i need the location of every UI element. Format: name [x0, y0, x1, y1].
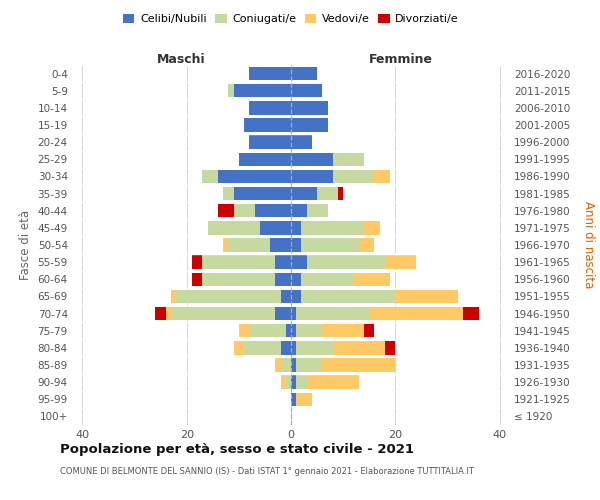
Bar — [296, 341, 333, 354]
Bar — [338, 187, 343, 200]
Bar — [291, 84, 322, 98]
Bar — [333, 170, 374, 183]
Bar — [301, 272, 353, 286]
Bar — [291, 118, 328, 132]
Bar — [218, 204, 233, 218]
Bar — [307, 376, 359, 389]
Bar — [296, 392, 312, 406]
Bar — [301, 290, 395, 303]
Bar — [296, 324, 322, 338]
Bar — [192, 272, 202, 286]
Bar — [291, 341, 296, 354]
Bar — [281, 358, 291, 372]
Bar — [291, 256, 307, 269]
Bar — [176, 290, 281, 303]
Bar — [291, 187, 317, 200]
Bar — [244, 118, 291, 132]
Bar — [291, 290, 301, 303]
Bar — [364, 324, 374, 338]
Bar — [291, 67, 317, 80]
Bar — [307, 204, 328, 218]
Bar — [239, 324, 249, 338]
Bar — [281, 290, 291, 303]
Bar — [333, 152, 364, 166]
Bar — [218, 170, 291, 183]
Bar — [229, 238, 270, 252]
Bar — [291, 376, 296, 389]
Bar — [291, 152, 333, 166]
Bar — [333, 341, 385, 354]
Bar — [229, 84, 233, 98]
Bar — [291, 238, 301, 252]
Bar — [364, 221, 380, 234]
Bar — [223, 238, 229, 252]
Bar — [291, 170, 333, 183]
Bar — [385, 256, 416, 269]
Bar — [281, 341, 291, 354]
Bar — [275, 256, 291, 269]
Bar — [233, 84, 291, 98]
Bar — [296, 358, 322, 372]
Bar — [223, 187, 233, 200]
Bar — [233, 341, 244, 354]
Bar — [291, 136, 312, 149]
Bar — [155, 307, 166, 320]
Bar — [233, 187, 291, 200]
Y-axis label: Anni di nascita: Anni di nascita — [582, 202, 595, 288]
Text: COMUNE DI BELMONTE DEL SANNIO (IS) - Dati ISTAT 1° gennaio 2021 - Elaborazione T: COMUNE DI BELMONTE DEL SANNIO (IS) - Dat… — [60, 468, 474, 476]
Bar — [202, 256, 275, 269]
Bar — [233, 204, 254, 218]
Bar — [171, 307, 275, 320]
Bar — [291, 307, 296, 320]
Text: Femmine: Femmine — [368, 53, 433, 66]
Bar — [369, 307, 463, 320]
Bar — [359, 238, 374, 252]
Bar — [286, 324, 291, 338]
Bar — [291, 221, 301, 234]
Bar — [281, 376, 286, 389]
Bar — [291, 204, 307, 218]
Bar — [249, 67, 291, 80]
Bar — [275, 272, 291, 286]
Bar — [286, 376, 291, 389]
Text: Maschi: Maschi — [157, 53, 206, 66]
Bar — [244, 341, 281, 354]
Bar — [322, 324, 364, 338]
Bar — [249, 101, 291, 114]
Bar — [291, 101, 328, 114]
Bar — [353, 272, 390, 286]
Bar — [395, 290, 458, 303]
Bar — [385, 341, 395, 354]
Bar — [307, 256, 385, 269]
Bar — [317, 187, 338, 200]
Legend: Celibi/Nubili, Coniugati/e, Vedovi/e, Divorziati/e: Celibi/Nubili, Coniugati/e, Vedovi/e, Di… — [119, 10, 463, 29]
Bar — [275, 358, 281, 372]
Bar — [374, 170, 390, 183]
Bar — [296, 307, 369, 320]
Bar — [208, 221, 260, 234]
Bar — [301, 238, 359, 252]
Bar — [270, 238, 291, 252]
Bar — [260, 221, 291, 234]
Bar — [322, 358, 395, 372]
Bar — [291, 324, 296, 338]
Bar — [301, 221, 364, 234]
Bar — [171, 290, 176, 303]
Bar — [166, 307, 171, 320]
Bar — [275, 307, 291, 320]
Bar — [202, 272, 275, 286]
Bar — [202, 170, 218, 183]
Bar — [249, 324, 286, 338]
Bar — [291, 358, 296, 372]
Bar — [192, 256, 202, 269]
Text: Popolazione per età, sesso e stato civile - 2021: Popolazione per età, sesso e stato civil… — [60, 442, 414, 456]
Bar — [254, 204, 291, 218]
Bar — [463, 307, 479, 320]
Bar — [249, 136, 291, 149]
Y-axis label: Fasce di età: Fasce di età — [19, 210, 32, 280]
Bar — [239, 152, 291, 166]
Bar — [291, 392, 296, 406]
Bar — [291, 272, 301, 286]
Bar — [296, 376, 307, 389]
